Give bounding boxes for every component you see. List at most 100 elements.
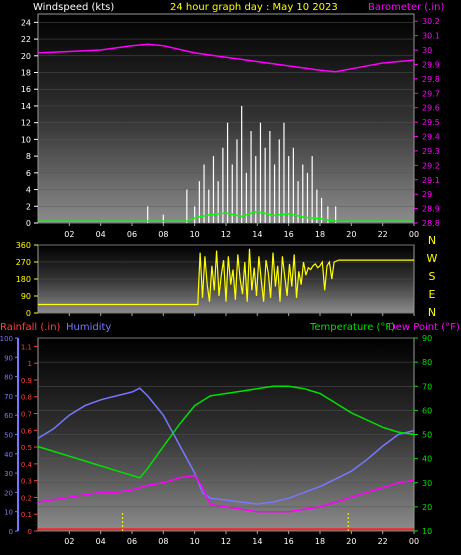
direction-tick-label: 270 <box>16 258 31 267</box>
windspeed-tick-label: 8 <box>26 152 31 161</box>
humidity-tick-label: 0 <box>9 528 13 536</box>
compass-label: E <box>429 288 436 301</box>
wind-direction-line <box>38 248 414 306</box>
barometer-tick-label: 29.1 <box>422 176 440 185</box>
rain-tick-label: 0 <box>28 528 32 536</box>
graph-title: 24 hour graph day : May 10 2023 <box>170 2 338 13</box>
axes-layer: 02468101214161820222428.828.92929.129.22… <box>0 17 440 536</box>
wind-average-line <box>38 210 414 223</box>
humidity-line <box>37 387 415 505</box>
temperature-tick-label: 70 <box>422 382 432 391</box>
humidity-axis-title: Humidity <box>66 322 111 333</box>
compass-label: S <box>429 270 436 283</box>
barometer-tick-label: 29.6 <box>422 104 440 113</box>
temperature-tick-label: 50 <box>422 431 432 440</box>
temperature-tick-label: 20 <box>422 503 432 512</box>
humidity-tick-label: 20 <box>4 489 13 497</box>
wind-x-tick-label: 08 <box>158 230 168 239</box>
direction-tick-label: 180 <box>16 275 31 284</box>
climate-x-tick-label: 00 <box>409 537 419 546</box>
rainfall-axis-title: Rainfall (.in) <box>0 322 61 333</box>
temperature-line <box>37 385 415 479</box>
compass-label: W <box>427 252 438 265</box>
wind-x-tick-label: 10 <box>190 230 200 239</box>
humidity-tick-label: 100 <box>0 335 13 343</box>
rain-tick-label: 0.9 <box>21 377 32 385</box>
wind-x-tick-label: 06 <box>127 230 137 239</box>
climate-x-tick-label: 10 <box>190 537 200 546</box>
barometer-axis-title: Barometer (.in) <box>368 2 444 13</box>
windspeed-tick-label: 16 <box>21 85 31 94</box>
humidity-tick-label: 60 <box>4 412 13 420</box>
windspeed-axis-title: Windspeed (kts) <box>33 2 114 13</box>
wind-x-tick-label: 12 <box>221 230 231 239</box>
wind-x-tick-label: 14 <box>252 230 262 239</box>
wind-x-tick-label: 04 <box>96 230 106 239</box>
barometer-tick-label: 29.7 <box>422 89 440 98</box>
climate-x-tick-label: 02 <box>64 537 74 546</box>
humidity-tick-label: 50 <box>4 432 13 440</box>
temperature-tick-label: 30 <box>422 479 432 488</box>
climate-x-tick-label: 04 <box>96 537 106 546</box>
windspeed-tick-label: 20 <box>21 52 31 61</box>
barometer-tick-label: 28.9 <box>422 205 440 214</box>
barometer-tick-label: 30.1 <box>422 32 440 41</box>
barometer-tick-label: 29.2 <box>422 161 440 170</box>
temperature-tick-label: 60 <box>422 406 432 415</box>
compass-label: N <box>428 306 436 319</box>
windspeed-tick-label: 10 <box>21 135 31 144</box>
windspeed-tick-label: 22 <box>21 35 31 44</box>
windspeed-tick-label: 2 <box>26 202 31 211</box>
rain-tick-label: 0.7 <box>21 411 32 419</box>
temperature-tick-label: 80 <box>422 358 432 367</box>
rain-tick-label: 0.8 <box>21 394 32 402</box>
barometer-tick-label: 29 <box>422 190 432 199</box>
rain-tick-label: 0.3 <box>21 478 32 486</box>
rain-tick-label: 0.6 <box>21 427 33 435</box>
wind-x-tick-label: 18 <box>315 230 325 239</box>
dewpoint-axis-title: Dew Point (°F) <box>388 322 460 333</box>
direction-tick-label: 90 <box>21 292 31 301</box>
dew-point-line <box>37 474 415 513</box>
climate-x-tick-label: 16 <box>284 537 294 546</box>
barometer-tick-label: 29.5 <box>422 118 440 127</box>
direction-tick-label: 0 <box>26 309 31 318</box>
rain-tick-label: 0.4 <box>21 461 33 469</box>
wind-panel-background <box>38 14 414 223</box>
climate-x-tick-label: 08 <box>158 537 168 546</box>
windspeed-tick-label: 24 <box>21 18 31 27</box>
barometer-line <box>37 43 415 73</box>
wind-x-tick-label: 22 <box>378 230 388 239</box>
compass-label: N <box>428 234 436 247</box>
barometer-tick-label: 30.2 <box>422 17 440 26</box>
wind-x-tick-label: 20 <box>346 230 356 239</box>
windspeed-tick-label: 6 <box>26 169 31 178</box>
climate-x-tick-label: 14 <box>252 537 262 546</box>
humidity-tick-label: 70 <box>4 393 13 401</box>
barometer-tick-label: 29.3 <box>422 147 440 156</box>
climate-x-tick-label: 20 <box>346 537 356 546</box>
climate-x-tick-label: 12 <box>221 537 231 546</box>
barometer-tick-label: 29.4 <box>422 133 440 142</box>
temperature-tick-label: 40 <box>422 455 432 464</box>
windspeed-tick-label: 12 <box>21 119 31 128</box>
barometer-tick-label: 30 <box>422 46 432 55</box>
climate-x-tick-label: 06 <box>127 537 137 546</box>
humidity-tick-label: 10 <box>4 509 13 517</box>
wind-x-tick-label: 02 <box>64 230 74 239</box>
rain-tick-label: 0.5 <box>21 444 32 452</box>
wind-x-tick-label: 00 <box>409 230 419 239</box>
temperature-axis-title: Temperature (°F) <box>309 322 395 333</box>
windspeed-tick-label: 4 <box>26 186 31 195</box>
rain-tick-label: 1 <box>28 360 32 368</box>
x-tick-labels: 02 02 04 04 06 06 08 08 10 10 12 12 14 14 16 16 18 18 20 20… <box>64 223 419 546</box>
temperature-tick-label: 90 <box>422 334 432 343</box>
windspeed-tick-label: 14 <box>21 102 31 111</box>
direction-tick-label: 360 <box>16 241 31 250</box>
barometer-tick-label: 28.8 <box>422 219 440 228</box>
barometer-tick-label: 29.9 <box>422 60 440 69</box>
barometer-tick-label: 29.8 <box>422 75 440 84</box>
humidity-tick-label: 90 <box>4 354 13 362</box>
